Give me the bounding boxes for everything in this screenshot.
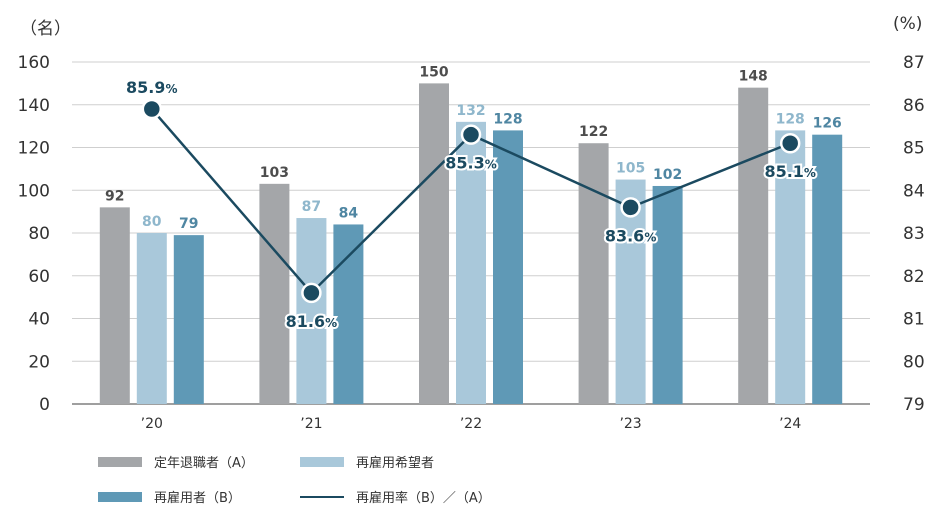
right-axis-tick-label: 83 bbox=[903, 224, 925, 244]
bar bbox=[493, 130, 523, 404]
left-axis-tick-label: 160 bbox=[18, 53, 50, 73]
rate-value-label: 85.9% bbox=[126, 78, 178, 97]
bar-value-label: 92 bbox=[105, 188, 124, 204]
bar bbox=[775, 130, 806, 404]
bar-value-label: 122 bbox=[579, 124, 608, 140]
left-axis-tick-label: 100 bbox=[18, 181, 50, 201]
bar-value-label: 105 bbox=[616, 161, 645, 177]
x-axis-tick-label: ’21 bbox=[300, 416, 322, 432]
bar-value-label: 87 bbox=[302, 199, 321, 215]
bar bbox=[419, 83, 449, 404]
bar-value-label: 80 bbox=[142, 214, 162, 230]
right-axis-tick-label: 87 bbox=[903, 53, 925, 73]
left-axis-unit: （名） bbox=[20, 19, 71, 39]
bar-value-label: 150 bbox=[419, 64, 448, 80]
bar-value-label: 128 bbox=[493, 111, 522, 127]
rate-value-label: 85.1% bbox=[764, 162, 816, 181]
bar-value-label: 103 bbox=[260, 165, 289, 181]
bar bbox=[259, 183, 290, 404]
x-axis-tick-label: ’24 bbox=[779, 416, 801, 432]
left-axis-tick-label: 40 bbox=[28, 310, 50, 330]
right-axis-tick-label: 81 bbox=[903, 310, 925, 330]
right-axis-tick-label: 86 bbox=[903, 96, 925, 116]
right-axis-unit: (%) bbox=[893, 14, 923, 34]
rate-value-label: 85.3% bbox=[445, 154, 497, 173]
rate-point bbox=[779, 132, 801, 154]
rate-value-label: 81.6% bbox=[286, 312, 338, 331]
bar bbox=[456, 121, 486, 404]
bar bbox=[136, 233, 167, 404]
bar-value-label: 132 bbox=[456, 103, 485, 119]
rate-value-label: 83.6% bbox=[605, 226, 657, 245]
left-axis-tick-label: 140 bbox=[18, 96, 50, 116]
bar-value-label: 79 bbox=[179, 216, 198, 232]
bar-value-label: 126 bbox=[813, 116, 842, 132]
bar-value-label: 84 bbox=[339, 205, 359, 221]
rate-point bbox=[141, 98, 163, 120]
x-axis-tick-label: ’22 bbox=[460, 416, 482, 432]
bar bbox=[333, 224, 364, 404]
rate-point bbox=[301, 282, 322, 304]
right-axis-tick-label: 85 bbox=[903, 139, 925, 159]
bar bbox=[296, 218, 327, 404]
left-axis-tick-label: 120 bbox=[18, 139, 50, 159]
bar bbox=[812, 134, 843, 405]
bar bbox=[652, 185, 683, 404]
rate-point bbox=[620, 197, 641, 218]
bar bbox=[99, 207, 130, 404]
right-axis-tick-label: 82 bbox=[903, 267, 925, 287]
left-axis-tick-label: 80 bbox=[28, 224, 50, 244]
bar-value-label: 128 bbox=[776, 111, 805, 127]
left-axis-tick-label: 20 bbox=[28, 352, 50, 372]
right-axis-tick-label: 80 bbox=[903, 352, 925, 372]
right-axis-tick-label: 84 bbox=[903, 181, 925, 201]
right-axis-tick-label: 79 bbox=[903, 395, 925, 415]
bar-value-label: 102 bbox=[653, 167, 682, 183]
left-axis-tick-label: 60 bbox=[28, 267, 50, 287]
x-axis-tick-label: ’20 bbox=[141, 416, 163, 432]
rate-point bbox=[460, 124, 482, 145]
left-axis-tick-label: 0 bbox=[39, 395, 50, 415]
bar-value-label: 148 bbox=[739, 69, 768, 85]
bar bbox=[578, 143, 609, 404]
bar bbox=[738, 87, 769, 405]
bar bbox=[173, 235, 204, 404]
x-axis-tick-label: ’23 bbox=[619, 416, 641, 432]
